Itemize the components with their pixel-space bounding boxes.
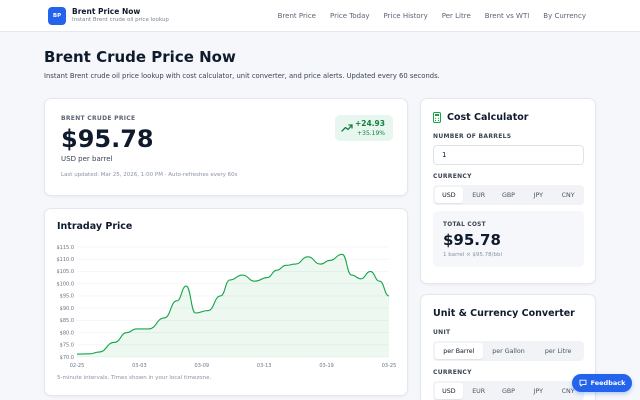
total-cost-note: 1 barrel × $95.78/bbl [443,252,503,258]
x-tick-label: 02-25 [70,363,85,369]
calc-currency-cny[interactable]: CNY [561,191,575,199]
calc-currency-jpy[interactable]: JPY [533,191,543,199]
feedback-button[interactable]: Feedback [572,374,632,392]
calc-currency-gbp[interactable]: GBP [501,191,515,199]
total-cost-box: TOTAL COST $95.78 1 barrel × $95.78/bbl [433,211,584,267]
conv-unit-gallon[interactable]: per Gallon [492,347,525,355]
price-line [76,253,390,355]
intraday-chart-card: Intraday Price $115.0 $110.0 $105.0 $100.0 $… [44,208,408,396]
conv-currency-label: CURRENCY [433,369,472,376]
calc-currency-eur[interactable]: EUR [472,191,486,199]
x-tick-label: 03-19 [319,363,334,369]
converter-card: Unit & Currency Converter UNIT per Barre… [420,294,596,400]
nav-by-currency[interactable]: By Currency [543,12,586,20]
chart-title: Intraday Price [57,221,133,232]
intraday-price-chart[interactable]: $115.0 $110.0 $105.0 $100.0 $95.0 $90.0 $85.0 $… [45,209,409,397]
conv-unit-litre[interactable]: per Litre [544,347,572,355]
site-title[interactable]: Brent Price Now [72,7,141,16]
site-subtitle: Instant Brent crude oil price lookup [72,17,169,23]
chart-footnote: 5-minute intervals. Times shown in your … [57,375,212,381]
calculator-title: Cost Calculator [447,112,529,123]
y-tick-label: $75.0 [60,343,74,349]
nav-brent-price[interactable]: Brent Price [277,12,316,20]
nav-price-today[interactable]: Price Today [329,12,370,20]
total-cost-label: TOTAL COST [443,222,486,228]
y-tick-label: $115.0 [57,245,75,251]
y-tick-label: $95.0 [60,294,74,300]
site-logo[interactable]: BP [48,7,66,25]
nav-price-history[interactable]: Price History [383,12,428,20]
price-label: BRENT CRUDE PRICE [61,115,136,122]
nav-per-litre[interactable]: Per Litre [441,12,471,20]
top-header: BP Brent Price Now Instant Brent crude o… [0,0,640,32]
y-tick-label: $80.0 [60,330,74,336]
converter-title: Unit & Currency Converter [433,308,575,319]
calculator-icon [433,112,441,123]
conv-unit-selector: per Barrel per Gallon per Litre [433,341,584,361]
main-nav: Brent Price Price Today Price History Pe… [278,12,586,20]
x-tick-label: 03-03 [132,363,147,369]
trend-up-icon [341,124,353,132]
barrels-label: NUMBER OF BARRELS [433,133,512,140]
page-subtitle: Instant Brent crude oil price lookup wit… [44,72,440,80]
price-value: $95.78 [61,125,154,153]
page-title: Brent Crude Price Now [44,48,236,66]
y-tick-label: $110.0 [57,257,75,263]
barrels-input[interactable] [433,145,584,165]
y-tick-label: $85.0 [60,318,74,324]
price-change-absolute: +24.93 [354,119,385,128]
conv-currency-usd[interactable]: USD [435,383,463,399]
nav-brent-vs-wti[interactable]: Brent vs WTI [484,12,530,20]
y-tick-label: $90.0 [60,306,74,312]
cost-calculator-card: Cost Calculator NUMBER OF BARRELS CURREN… [420,98,596,284]
conv-currency-cny[interactable]: CNY [561,387,575,395]
price-change-badge: +24.93 +35.19% [335,115,393,141]
price-card: BRENT CRUDE PRICE $95.78 USD per barrel … [44,98,408,196]
conv-currency-jpy[interactable]: JPY [533,387,543,395]
calc-currency-usd[interactable]: USD [435,187,463,203]
x-tick-label: 03-25 [382,363,397,369]
conv-unit-barrel[interactable]: per Barrel [435,343,483,359]
price-area-fill [77,254,389,357]
conv-currency-gbp[interactable]: GBP [501,387,515,395]
y-tick-label: $100.0 [57,281,75,287]
price-unit: USD per barrel [61,155,113,163]
conv-currency-eur[interactable]: EUR [472,387,486,395]
price-change-percent: +35.19% [357,130,385,137]
last-updated-text: Last updated: Mar 25, 2026, 1:00 PM · Au… [61,172,238,178]
calc-currency-label: CURRENCY [433,173,472,180]
x-tick-label: 03-09 [195,363,210,369]
y-tick-label: $70.0 [60,355,74,361]
chat-bubble-icon [579,379,587,387]
conv-unit-label: UNIT [433,329,451,336]
calc-currency-selector: USD EUR GBP JPY CNY [433,185,584,205]
conv-currency-selector: USD EUR GBP JPY CNY [433,381,584,400]
x-tick-label: 03-13 [257,363,272,369]
y-tick-label: $105.0 [57,269,75,275]
feedback-label: Feedback [590,379,626,387]
total-cost-value: $95.78 [443,231,501,249]
